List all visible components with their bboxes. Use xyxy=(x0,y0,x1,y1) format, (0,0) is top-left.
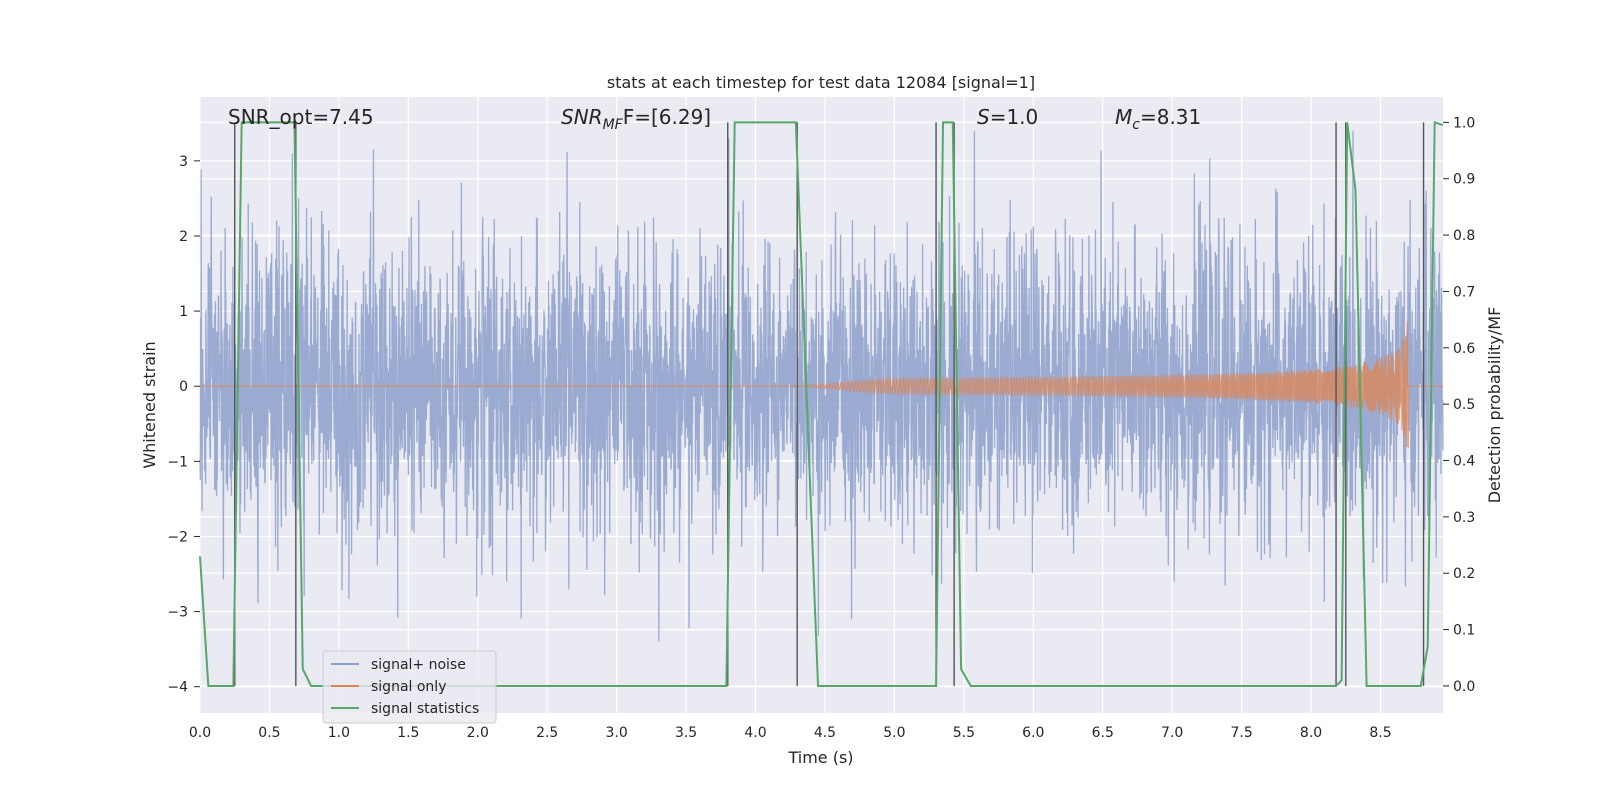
chart-title: stats at each timestep for test data 120… xyxy=(607,73,1035,92)
x-axis-label: Time (s) xyxy=(787,748,853,767)
signal-noise-line xyxy=(199,130,1444,642)
x-tick-label: 8.5 xyxy=(1369,725,1391,741)
y-tick-label: 3 xyxy=(179,154,188,170)
signal-statistics-line xyxy=(199,120,1444,687)
y2-tick-label: 0.8 xyxy=(1453,228,1475,244)
mc-var: M xyxy=(1115,105,1132,129)
y-axis-label: Whitened strain xyxy=(140,341,159,468)
mc-rest: =8.31 xyxy=(1140,105,1201,129)
x-tick-label: 5.5 xyxy=(953,725,975,741)
legend-box xyxy=(322,650,497,724)
x-tick-label: 6.0 xyxy=(1022,725,1044,741)
snr-mf-sub: MF xyxy=(603,117,624,133)
signal-statistics-series xyxy=(199,120,1444,687)
x-tick-label: 0.5 xyxy=(258,725,280,741)
x-axis-ticks: 0.0 0.5 1.0 1.5 2.0 2.5 3.0 3.5 4.0 4.5 5.0 5.5 6.0 6… xyxy=(189,725,1392,741)
y-tick-label: −3 xyxy=(167,605,188,621)
snr-mf-base: SNR xyxy=(561,105,603,129)
x-tick-label: 5.0 xyxy=(883,725,905,741)
x-tick-label: 2.0 xyxy=(467,725,489,741)
signal-noise-series xyxy=(199,130,1444,642)
x-tick-label: 3.0 xyxy=(606,725,628,741)
y2-tick-label: 0.7 xyxy=(1453,284,1475,300)
x-tick-label: 8.0 xyxy=(1300,725,1322,741)
y-axis-ticks: −4 −3 −2 −1 0 1 2 3 xyxy=(167,154,200,696)
snr-mf-rest: F=[6.29] xyxy=(623,105,711,129)
legend-label-noise: signal+ noise xyxy=(371,657,466,673)
annotation-snr-opt: SNR_opt=7.45 xyxy=(228,105,374,129)
y-tick-label: −1 xyxy=(167,454,188,470)
signal-only-series xyxy=(200,321,1443,448)
y-tick-label: 1 xyxy=(179,304,188,320)
y-tick-label: 0 xyxy=(179,379,188,395)
x-tick-label: 3.5 xyxy=(675,725,697,741)
x-tick-label: 7.5 xyxy=(1230,725,1252,741)
y2-axis-label: Detection probability/MF xyxy=(1485,307,1504,504)
y-tick-label: −2 xyxy=(167,529,188,545)
annotation-s: S=1.0 xyxy=(977,105,1038,129)
y-tick-label: −4 xyxy=(167,680,188,696)
y-tick-label: 2 xyxy=(179,229,188,245)
y2-tick-label: 0.3 xyxy=(1453,510,1475,526)
y2-tick-label: 0.9 xyxy=(1453,172,1475,188)
y2-tick-label: 0.1 xyxy=(1453,623,1475,639)
y2-tick-label: 0.0 xyxy=(1453,679,1475,695)
s-rest: =1.0 xyxy=(990,105,1039,129)
x-tick-label: 2.5 xyxy=(536,725,558,741)
y2-axis-ticks: 0.0 0.1 0.2 0.3 0.4 0.5 0.6 0.7 0.8 0.9 1.0 xyxy=(1443,115,1475,695)
annotation-mc: Mc=8.31 xyxy=(1115,105,1201,133)
x-tick-label: 1.5 xyxy=(397,725,419,741)
s-var: S xyxy=(977,105,990,129)
mc-sub: c xyxy=(1132,117,1140,133)
y2-tick-label: 0.5 xyxy=(1453,397,1475,413)
x-tick-label: 1.0 xyxy=(328,725,350,741)
x-tick-label: 4.0 xyxy=(744,725,766,741)
legend-label-signal: signal only xyxy=(371,679,446,695)
y2-tick-label: 0.6 xyxy=(1453,341,1475,357)
y2-tick-label: 0.2 xyxy=(1453,566,1475,582)
x-tick-label: 6.5 xyxy=(1092,725,1114,741)
y2-tick-label: 0.4 xyxy=(1453,454,1475,470)
signal-only-line xyxy=(200,321,1443,448)
x-tick-label: 7.0 xyxy=(1161,725,1183,741)
annotation-snr-mf: SNRMFF=[6.29] xyxy=(561,105,711,133)
legend: signal+ noise signal only signal statist… xyxy=(322,650,497,724)
y2-tick-label: 1.0 xyxy=(1453,115,1475,131)
x-tick-label: 0.0 xyxy=(189,725,211,741)
x-tick-label: 4.5 xyxy=(814,725,836,741)
legend-label-stats: signal statistics xyxy=(371,701,479,717)
